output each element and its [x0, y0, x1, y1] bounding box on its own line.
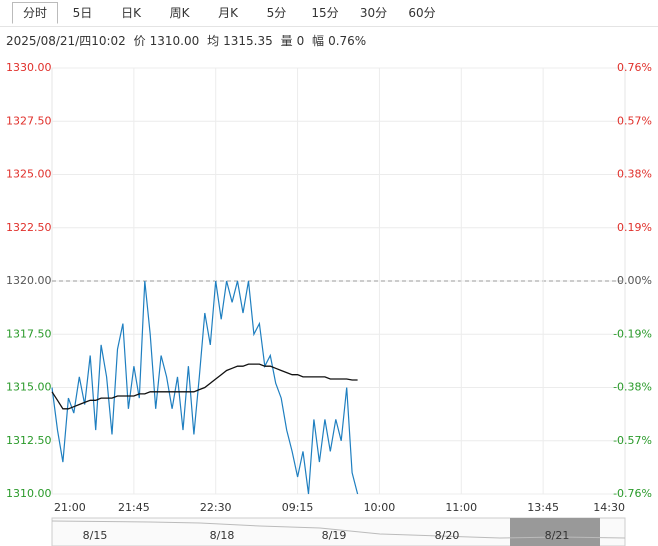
- y-tick-label: 1312.50: [6, 434, 52, 447]
- navigator-window[interactable]: [510, 518, 600, 546]
- tab[interactable]: 60分: [408, 6, 436, 20]
- y2-tick-label: -0.38%: [613, 381, 652, 394]
- navigator-date: 8/20: [435, 529, 460, 542]
- tab[interactable]: 5分: [266, 6, 287, 20]
- y-tick-label: 1317.50: [6, 327, 52, 340]
- info-label: 价: [133, 34, 146, 48]
- x-tick-label: 21:00: [54, 501, 86, 514]
- tab[interactable]: 15分: [311, 6, 339, 20]
- y2-tick-label: 0.38%: [617, 168, 652, 181]
- series-line: [51, 363, 358, 410]
- info-time: 2025/08/21/四10:02: [6, 34, 126, 48]
- y2-tick-label: 0.19%: [617, 221, 652, 234]
- tab[interactable]: 日K: [121, 6, 141, 20]
- tab[interactable]: 5日: [72, 6, 93, 20]
- y2-tick-label: -0.57%: [613, 434, 652, 447]
- y-tick-label: 1325.00: [6, 168, 52, 181]
- x-tick-label: 22:30: [200, 501, 232, 514]
- x-tick-label: 14:30: [593, 501, 625, 514]
- x-tick-label: 11:00: [445, 501, 477, 514]
- y-tick-label: 1315.00: [6, 381, 52, 394]
- tab[interactable]: 分时: [12, 2, 58, 24]
- y2-tick-label: 0.76%: [617, 61, 652, 74]
- y-tick-label: 1330.00: [6, 61, 52, 74]
- y2-tick-label: -0.19%: [613, 327, 652, 340]
- navigator-date: 8/19: [322, 529, 347, 542]
- y-tick-label: 1322.50: [6, 221, 52, 234]
- info-label: 幅: [312, 34, 325, 48]
- navigator-line: [51, 520, 626, 539]
- info-label: 量: [280, 34, 293, 48]
- y-tick-label: 1310.00: [6, 487, 52, 500]
- y2-tick-label: 0.00%: [617, 274, 652, 287]
- x-tick-label: 09:15: [282, 501, 314, 514]
- info-value: 0.76%: [328, 34, 367, 48]
- tab-bar: 分时 5日 日K 周K 月K 5分 15分 30分 60分: [0, 0, 658, 27]
- info-value: 1310.00: [149, 34, 200, 48]
- info-value: 0: [296, 34, 305, 48]
- series-line: [51, 280, 359, 495]
- y-tick-label: 1327.50: [6, 114, 52, 127]
- info-label: 均: [207, 34, 220, 48]
- x-tick-label: 13:45: [527, 501, 559, 514]
- x-tick-label: 21:45: [118, 501, 150, 514]
- navigator-date: 8/15: [83, 529, 108, 542]
- info-value: 1315.35: [223, 34, 273, 48]
- x-tick-label: 10:00: [364, 501, 396, 514]
- navigator-date: 8/18: [210, 529, 235, 542]
- y2-tick-label: -0.76%: [613, 487, 652, 500]
- tab[interactable]: 周K: [169, 6, 190, 20]
- y2-tick-label: 0.57%: [617, 114, 652, 127]
- y-tick-label: 1320.00: [6, 274, 52, 287]
- tab[interactable]: 月K: [218, 6, 238, 20]
- navigator-date: 8/21: [545, 529, 570, 542]
- tab[interactable]: 30分: [359, 6, 388, 20]
